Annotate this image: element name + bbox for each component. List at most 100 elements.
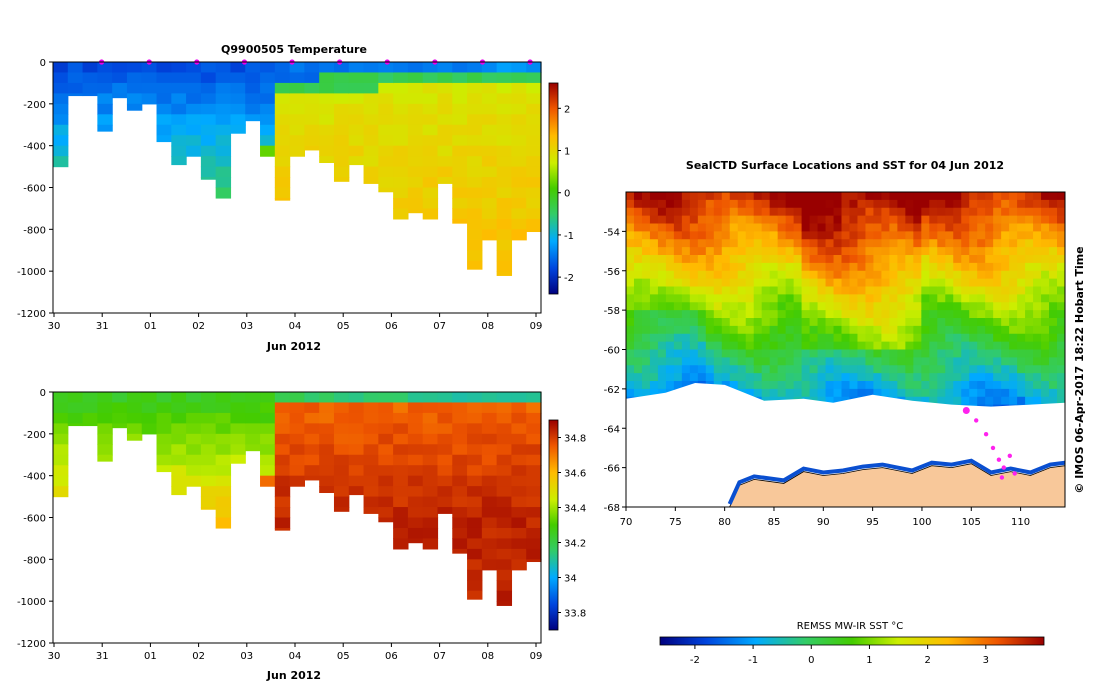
sst-cell [993,286,1002,295]
sst-cell [713,333,723,343]
sst-cell [921,373,930,382]
sst-cell [729,333,739,343]
sst-cell [857,239,866,248]
sst-cell [953,192,962,201]
sst-cell [745,325,755,335]
sst-cell [697,239,707,248]
temperature-section-cell [274,62,291,74]
sst-cell [889,357,898,366]
salinity-section-cell [481,423,498,435]
sst-cell [649,365,659,374]
temperature-section-cell [200,103,217,115]
salinity-section-cell [393,402,409,414]
sst-cell [633,341,643,351]
temperature-section-cell [97,62,113,74]
salinity-section-cell [274,412,291,424]
sst-cell [1009,199,1018,209]
sst-cell [649,215,659,225]
sst-cell [913,349,922,358]
sst-cell [817,373,827,382]
salinity-section-cell [141,412,158,424]
y-tick-label: -600 [23,184,46,195]
temperature-section-cell [304,103,320,115]
x-tick-label: 08 [481,651,494,662]
salinity-section-cell [378,433,394,445]
temperature-section-cell [496,229,513,241]
x-tick-label: 02 [192,651,205,662]
temperature-section-cell [260,114,276,126]
sst-cell [977,255,986,264]
salinity-section-cell [481,454,498,466]
temperature-section-cell [422,177,439,189]
sst-cell [793,302,803,311]
sst-cell [1033,302,1042,311]
salinity-section-cell [319,475,335,487]
sst-cell [993,262,1002,272]
sst-cell [777,239,787,248]
sst-cell [665,333,675,343]
temperature-section-cell [407,114,424,126]
sst-cell [961,286,970,295]
sst-cell [1017,286,1026,295]
temperature-section-cell [496,93,513,105]
temperature-xlabel: Jun 2012 [266,340,321,353]
salinity-section-cell [53,465,69,477]
sst-cell [833,231,843,240]
temperature-section-cell [526,93,542,105]
sst-cell [721,207,731,217]
sst-cell [657,294,667,303]
salinity-section-cell [348,402,365,414]
salinity-section-cell [289,402,305,414]
sst-cell [993,278,1002,288]
sst-cell [809,286,819,295]
salinity-section-cell [526,433,542,445]
temperature-section-cell [333,93,350,105]
sst-colorbar-ticks: -2 -1 0 1 2 3 [690,645,989,666]
salinity-section-cell [481,444,498,456]
temperature-section-cell [496,124,513,136]
sst-cell [705,325,715,335]
sst-cell [969,341,978,351]
salinity-section-cell [407,444,424,456]
sst-cell [665,318,675,327]
temperature-section-cell [215,103,232,115]
sst-cell [889,192,898,201]
sst-cell [665,302,675,311]
sst-cell [1017,231,1026,240]
x-tick-label: 04 [289,321,302,332]
sst-cell [761,255,771,264]
salinity-section-cell [511,538,527,550]
sst-cell [1033,199,1042,209]
sst-cell [737,381,747,390]
sst-cell [657,199,667,209]
salinity-section-cell [53,402,69,414]
sst-cell [1057,349,1065,358]
sst-cell [833,247,843,256]
salinity-section-cell [481,507,498,519]
sst-cell [873,349,882,358]
sst-cell [961,365,970,374]
sst-cell [1009,207,1018,217]
sst-cell [993,294,1002,303]
sst-cell [897,365,906,374]
sst-cell [1041,396,1050,406]
sst-cell [697,278,707,288]
sst-cell [753,381,763,390]
sst-cell [697,247,707,256]
sst-cell [969,215,978,225]
sst-cell [745,357,755,366]
salinity-section-cell [156,402,172,414]
salinity-section-cell [186,465,202,477]
sst-cell [937,373,946,382]
sst-cell [649,255,659,264]
sst-cell [801,262,811,272]
sst-cell [697,215,707,225]
sst-cell [1041,318,1050,327]
sst-cell [721,270,731,280]
y-tick-label: -600 [23,514,46,525]
temperature-section-cell [526,156,542,168]
sst-cell [873,223,882,232]
sst-cell [937,286,946,295]
sst-cell [977,262,986,272]
salinity-section-cell [274,527,291,531]
